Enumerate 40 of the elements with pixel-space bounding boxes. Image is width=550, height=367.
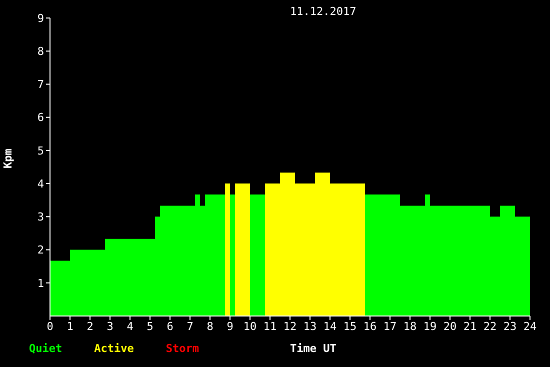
x-tick-label: 12	[283, 320, 297, 333]
y-tick-label: 2	[37, 244, 44, 257]
y-tick-label: 3	[37, 210, 44, 224]
x-tick-label: 19	[423, 320, 437, 333]
x-tick-label: 10	[243, 320, 257, 333]
y-tick-label: 6	[37, 111, 44, 124]
x-tick-label: 15	[343, 320, 357, 333]
x-tick-label: 24	[523, 320, 537, 333]
y-tick-label: 1	[37, 276, 44, 290]
x-tick-label: 0	[46, 320, 54, 333]
x-tick-label: 7	[186, 320, 194, 333]
chart-title: 11.12.2017	[290, 5, 356, 18]
x-tick-label: 16	[363, 320, 377, 333]
y-tick-label: 7	[37, 78, 44, 92]
y-tick-label: 8	[37, 45, 44, 58]
x-tick-label: 3	[106, 320, 114, 333]
x-tick-label: 1	[66, 320, 74, 333]
x-tick-label: 22	[483, 320, 497, 333]
y-tick-label: 9	[37, 12, 44, 25]
x-tick-label: 14	[323, 320, 337, 333]
x-tick-label: 11	[263, 320, 277, 333]
x-tick-label: 20	[443, 320, 457, 333]
x-tick-label: 4	[126, 320, 134, 333]
x-tick-label: 17	[383, 320, 397, 333]
x-tick-label: 23	[503, 320, 517, 333]
x-tick-label: 8	[206, 320, 214, 333]
y-axis-title: Kpm	[1, 148, 14, 168]
x-tick-label: 9	[226, 320, 234, 333]
x-tick-label: 18	[403, 320, 417, 333]
text: Active	[94, 342, 134, 355]
x-tick-label: 6	[166, 320, 174, 333]
y-tick-label: 5	[37, 144, 44, 158]
x-tick-label: 2	[86, 320, 94, 333]
x-tick-label: 13	[303, 320, 317, 333]
text: Storm	[166, 342, 199, 355]
x-axis-title: Time UT	[290, 342, 336, 355]
text: Quiet	[29, 342, 62, 355]
y-tick-label: 4	[37, 177, 44, 190]
x-tick-label: 5	[146, 320, 154, 333]
x-tick-label: 21	[463, 320, 477, 333]
